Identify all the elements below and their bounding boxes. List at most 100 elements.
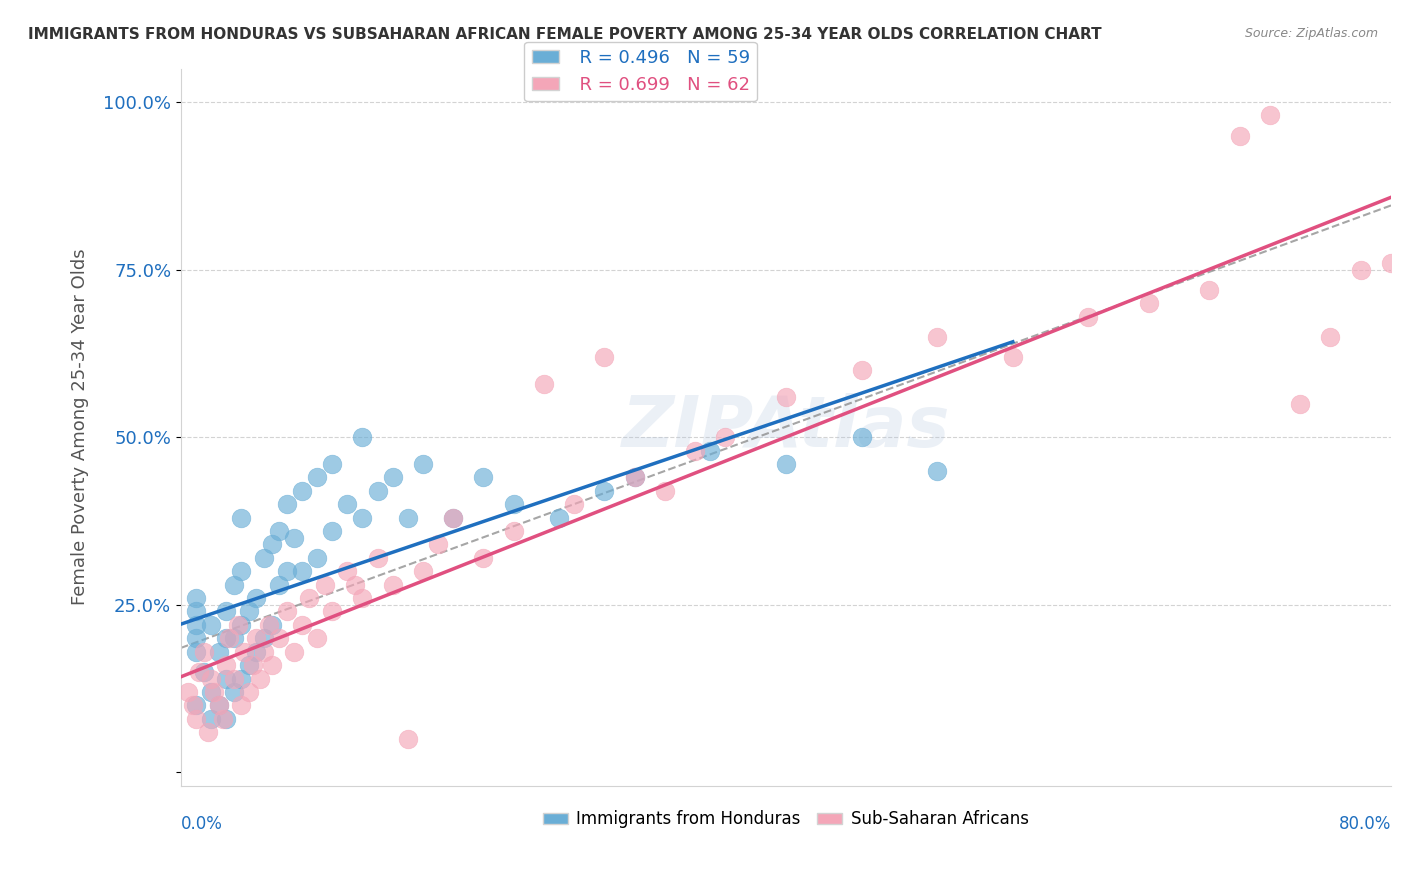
Point bbox=[927, 329, 949, 343]
Point bbox=[427, 537, 450, 551]
Text: IMMIGRANTS FROM HONDURAS VS SUBSAHARAN AFRICAN FEMALE POVERTY AMONG 25-34 YEAR O: IMMIGRANTS FROM HONDURAS VS SUBSAHARAN A… bbox=[28, 27, 1102, 42]
Text: 0.0%: 0.0% bbox=[181, 814, 222, 833]
Point bbox=[184, 591, 207, 606]
Point bbox=[257, 618, 280, 632]
Point bbox=[291, 564, 314, 578]
Point bbox=[231, 672, 253, 686]
Point bbox=[851, 363, 873, 377]
Point bbox=[184, 605, 207, 619]
Point bbox=[245, 645, 267, 659]
Point bbox=[245, 591, 267, 606]
Point bbox=[441, 510, 464, 524]
Point bbox=[1077, 310, 1099, 324]
Point bbox=[366, 550, 388, 565]
Point bbox=[283, 531, 305, 545]
Text: Source: ZipAtlas.com: Source: ZipAtlas.com bbox=[1244, 27, 1378, 40]
Point bbox=[775, 457, 797, 471]
Legend: Immigrants from Honduras, Sub-Saharan Africans: Immigrants from Honduras, Sub-Saharan Af… bbox=[537, 804, 1035, 835]
Point bbox=[548, 510, 571, 524]
Point bbox=[623, 470, 645, 484]
Point bbox=[276, 605, 298, 619]
Point bbox=[238, 658, 260, 673]
Point bbox=[228, 618, 250, 632]
Point bbox=[396, 731, 419, 746]
Point bbox=[502, 497, 524, 511]
Point bbox=[260, 658, 283, 673]
Point bbox=[218, 632, 240, 646]
Point bbox=[269, 524, 291, 538]
Point bbox=[215, 658, 238, 673]
Point bbox=[472, 550, 495, 565]
Text: ZIPAtlas: ZIPAtlas bbox=[621, 392, 950, 462]
Point bbox=[215, 712, 238, 726]
Point bbox=[336, 564, 359, 578]
Point bbox=[562, 497, 585, 511]
Point bbox=[1319, 329, 1341, 343]
Point bbox=[343, 577, 366, 591]
Point bbox=[396, 510, 419, 524]
Point bbox=[1137, 296, 1160, 310]
Point bbox=[276, 497, 298, 511]
Point bbox=[851, 430, 873, 444]
Point bbox=[314, 577, 336, 591]
Point bbox=[441, 510, 464, 524]
Point bbox=[231, 698, 253, 713]
Point bbox=[683, 443, 706, 458]
Point bbox=[366, 483, 388, 498]
Point bbox=[291, 618, 314, 632]
Point bbox=[184, 698, 207, 713]
Point bbox=[260, 618, 283, 632]
Point bbox=[177, 685, 200, 699]
Point bbox=[208, 698, 231, 713]
Point bbox=[212, 712, 235, 726]
Point bbox=[305, 632, 328, 646]
Point bbox=[1379, 256, 1402, 270]
Point bbox=[231, 618, 253, 632]
Point bbox=[188, 665, 211, 679]
Point bbox=[1350, 262, 1372, 277]
Point bbox=[202, 685, 225, 699]
Point bbox=[200, 618, 222, 632]
Point bbox=[222, 632, 245, 646]
Point bbox=[699, 443, 721, 458]
Point bbox=[238, 685, 260, 699]
Point bbox=[502, 524, 524, 538]
Point bbox=[321, 457, 343, 471]
Point bbox=[253, 632, 276, 646]
Point bbox=[654, 483, 676, 498]
Point bbox=[1289, 397, 1312, 411]
Point bbox=[238, 605, 260, 619]
Point bbox=[336, 497, 359, 511]
Point bbox=[927, 464, 949, 478]
Point bbox=[253, 550, 276, 565]
Point bbox=[222, 685, 245, 699]
Point bbox=[593, 483, 616, 498]
Point bbox=[200, 712, 222, 726]
Point bbox=[283, 645, 305, 659]
Point bbox=[208, 698, 231, 713]
Point bbox=[321, 524, 343, 538]
Point bbox=[1001, 350, 1024, 364]
Text: 80.0%: 80.0% bbox=[1339, 814, 1391, 833]
Point bbox=[269, 632, 291, 646]
Point bbox=[260, 537, 283, 551]
Point bbox=[291, 483, 314, 498]
Point bbox=[623, 470, 645, 484]
Point bbox=[193, 645, 215, 659]
Point bbox=[321, 605, 343, 619]
Point bbox=[197, 725, 219, 739]
Point bbox=[245, 632, 267, 646]
Point bbox=[242, 658, 264, 673]
Point bbox=[381, 577, 404, 591]
Point bbox=[714, 430, 737, 444]
Point bbox=[253, 645, 276, 659]
Point bbox=[231, 564, 253, 578]
Point bbox=[412, 457, 434, 471]
Point bbox=[352, 591, 374, 606]
Point bbox=[1258, 108, 1281, 122]
Y-axis label: Female Poverty Among 25-34 Year Olds: Female Poverty Among 25-34 Year Olds bbox=[72, 249, 89, 606]
Point bbox=[208, 645, 231, 659]
Point bbox=[200, 672, 222, 686]
Point bbox=[231, 510, 253, 524]
Point bbox=[381, 470, 404, 484]
